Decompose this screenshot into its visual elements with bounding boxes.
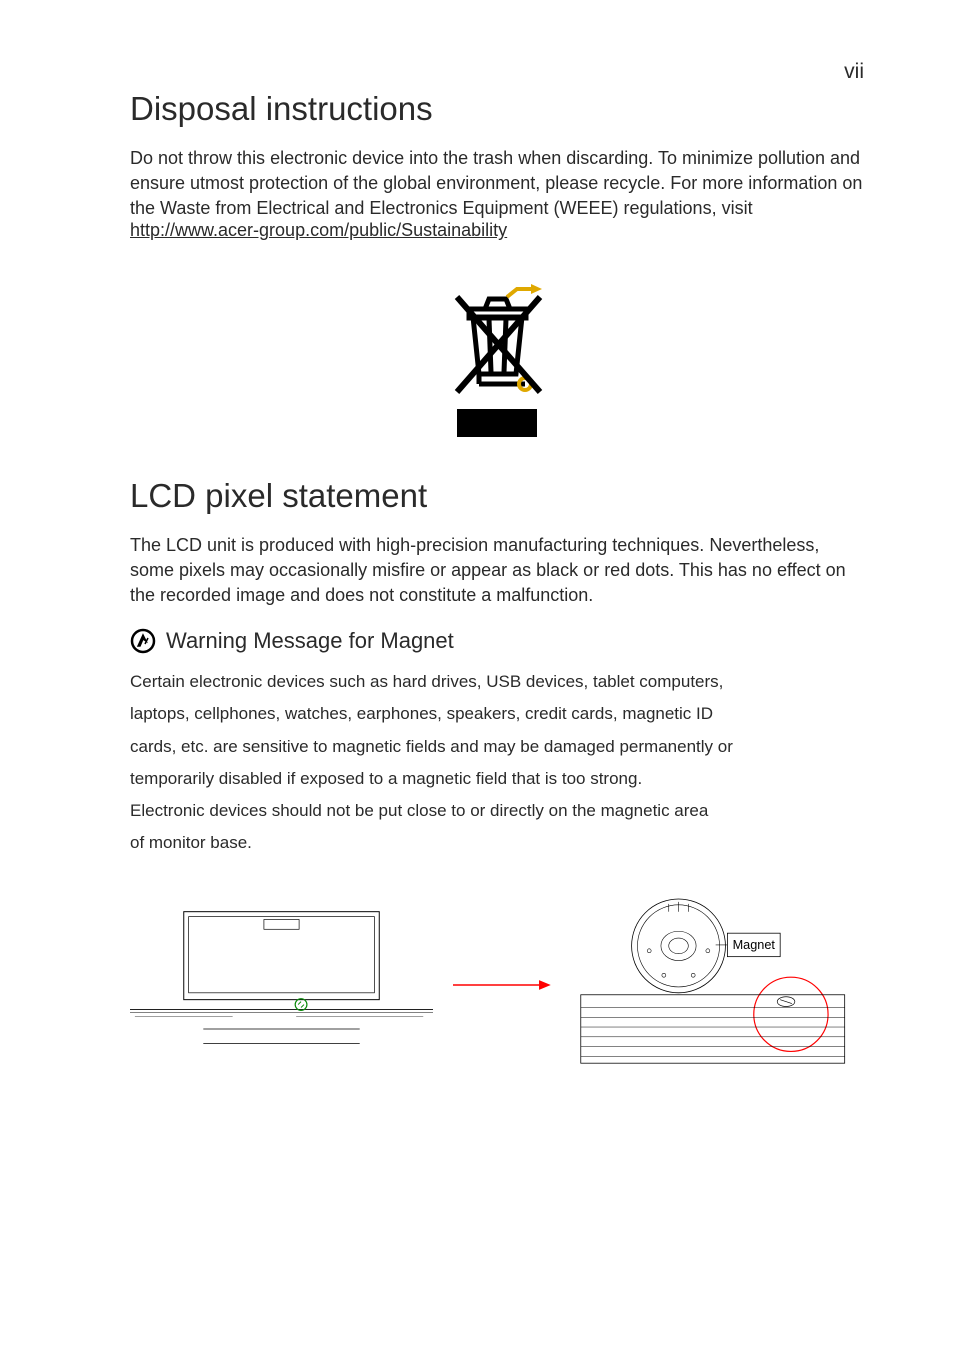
weee-bar [457,409,537,437]
warning-icon [130,628,156,654]
monitor-figure: Magnet [130,890,864,1080]
magnet-body: Certain electronic devices such as hard … [130,666,864,860]
magnet-line: Certain electronic devices such as hard … [130,666,864,698]
magnet-line: temporarily disabled if exposed to a mag… [130,763,864,795]
svg-text:Magnet: Magnet [732,938,775,952]
magnet-line: laptops, cellphones, watches, earphones,… [130,698,864,730]
magnet-heading: Warning Message for Magnet [166,628,454,654]
magnet-line: Electronic devices should not be put clo… [130,795,864,827]
weee-icon [445,269,550,399]
lcd-body: The LCD unit is produced with high-preci… [130,533,864,607]
page-number: vii [844,60,864,84]
disposal-title: Disposal instructions [130,90,864,128]
weee-figure [130,269,864,437]
arrow-icon [453,975,551,995]
disposal-link[interactable]: http://www.acer-group.com/public/Sustain… [130,220,507,241]
monitor-front-illustration [130,900,433,1070]
monitor-base-illustration: Magnet [571,890,864,1080]
magnet-line: of monitor base. [130,827,864,859]
lcd-title: LCD pixel statement [130,477,864,515]
disposal-body: Do not throw this electronic device into… [130,146,864,220]
magnet-line: cards, etc. are sensitive to magnetic fi… [130,731,864,763]
